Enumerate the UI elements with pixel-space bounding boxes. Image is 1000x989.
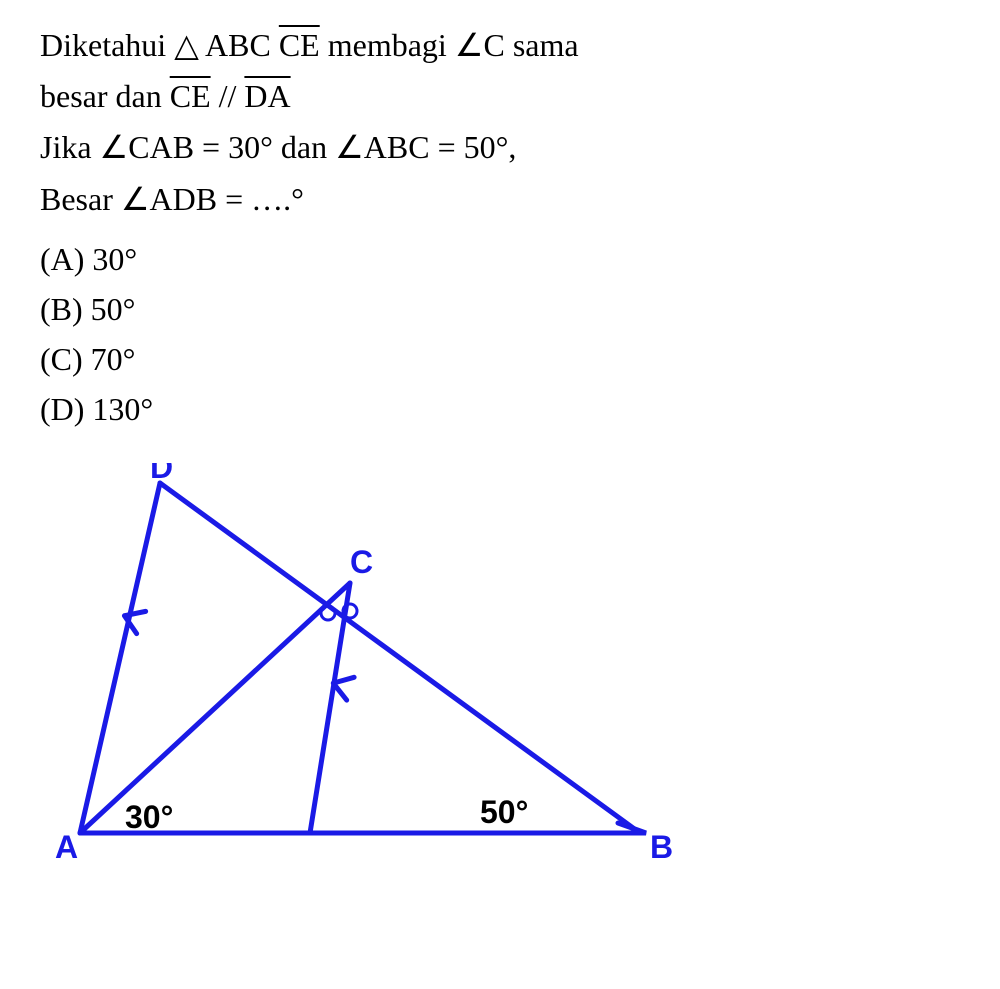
svg-text:A: A <box>55 829 78 865</box>
answer-options: (A) 30° (B) 50° (C) 70° (D) 130° <box>40 235 960 433</box>
text-part: membagi <box>320 27 455 63</box>
question-line-4: Besar ∠ADB = ….° <box>40 174 960 225</box>
svg-text:50°: 50° <box>480 794 528 830</box>
text-part: Besar <box>40 181 121 217</box>
segment-DA: DA <box>244 78 290 114</box>
text-part: Jika <box>40 129 100 165</box>
svg-text:D: D <box>150 463 173 485</box>
triangle-symbol: △ <box>174 27 199 63</box>
text-part: ABC <box>199 27 279 63</box>
option-a: (A) 30° <box>40 235 960 283</box>
svg-text:C: C <box>350 544 373 580</box>
angle-symbol: ∠ <box>335 129 364 165</box>
text-part: ADB = ….° <box>150 181 304 217</box>
angle-symbol: ∠ <box>455 27 484 63</box>
text-part: C sama <box>483 27 578 63</box>
diagram-svg: A B C D 30° 50° <box>50 463 700 873</box>
segment-CE: CE <box>279 27 320 63</box>
angle-symbol: ∠ <box>121 181 150 217</box>
question-line-1: Diketahui △ ABC CE membagi ∠C sama <box>40 20 960 71</box>
option-d: (D) 130° <box>40 385 960 433</box>
option-c: (C) 70° <box>40 335 960 383</box>
text-part: besar dan <box>40 78 170 114</box>
option-b: (B) 50° <box>40 285 960 333</box>
parallel-symbol: // <box>211 78 245 114</box>
question-line-2: besar dan CE // DA <box>40 71 960 122</box>
segment-CE: CE <box>170 78 211 114</box>
text-part: Diketahui <box>40 27 174 63</box>
triangle-diagram: A B C D 30° 50° <box>50 463 960 878</box>
text-part: CAB = 30° dan <box>128 129 335 165</box>
text-part: ABC = 50°, <box>364 129 517 165</box>
question-text: Diketahui △ ABC CE membagi ∠C sama besar… <box>40 20 960 225</box>
svg-text:30°: 30° <box>125 799 173 835</box>
angle-symbol: ∠ <box>100 129 129 165</box>
svg-text:B: B <box>650 829 673 865</box>
question-line-3: Jika ∠CAB = 30° dan ∠ABC = 50°, <box>40 122 960 173</box>
